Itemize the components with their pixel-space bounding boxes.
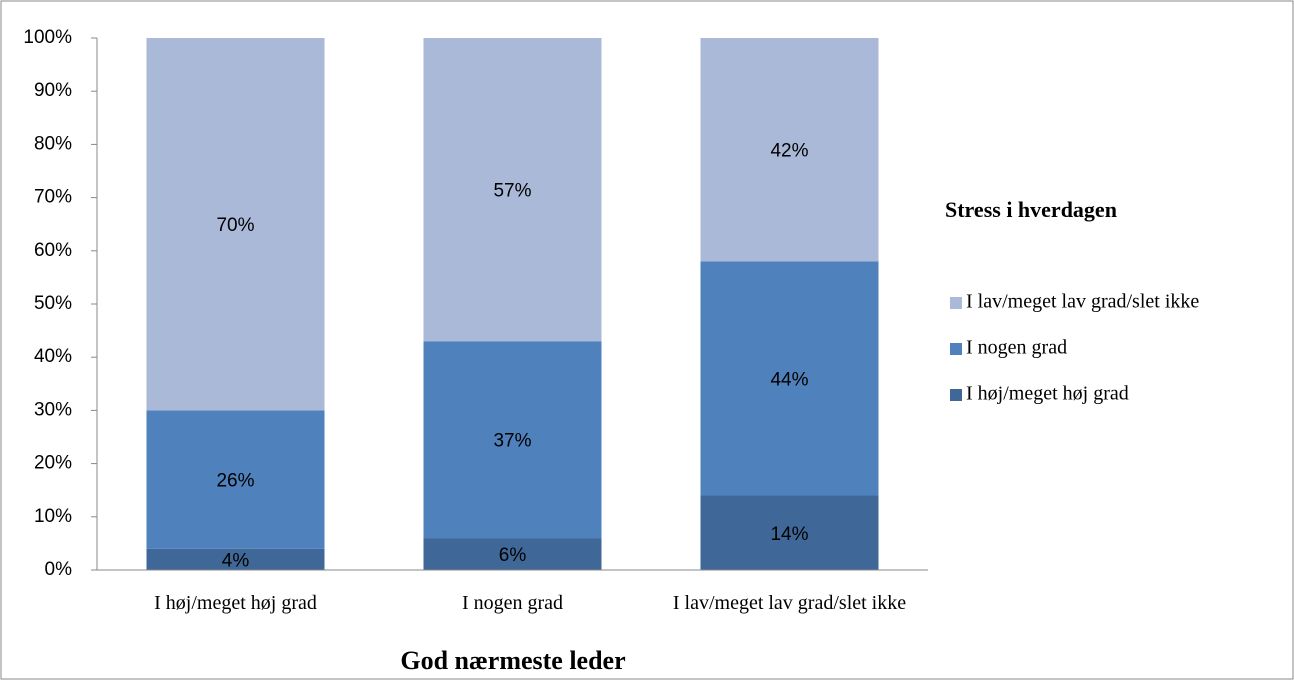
bar-segment xyxy=(423,538,602,570)
legend-title: Stress i hverdagen xyxy=(945,197,1117,222)
legend-label: I lav/meget lav grad/slet ikke xyxy=(966,291,1199,313)
data-label: 37% xyxy=(493,431,531,452)
data-label: 70% xyxy=(216,215,254,236)
data-label: 6% xyxy=(499,545,527,566)
bar-segment xyxy=(423,38,602,342)
bar-segment xyxy=(700,38,879,262)
x-tick-label: I lav/meget lav grad/slet ikke xyxy=(672,592,907,614)
y-tick-label: 70% xyxy=(34,187,72,208)
y-tick-label: 40% xyxy=(34,346,72,367)
bar-segment xyxy=(146,548,325,570)
y-tick-label: 20% xyxy=(34,453,72,474)
x-tick-label: I nogen grad xyxy=(461,592,564,614)
data-label: 4% xyxy=(222,550,250,571)
legend-swatch xyxy=(950,297,962,309)
bar-segment xyxy=(146,410,325,549)
y-tick-label: 30% xyxy=(34,399,72,420)
y-tick-label: 50% xyxy=(34,293,72,314)
legend-swatch xyxy=(950,343,962,355)
y-tick-label: 90% xyxy=(34,80,72,101)
data-label: 44% xyxy=(770,369,808,390)
y-tick-label: 0% xyxy=(45,559,73,580)
x-axis-title: God nærmeste leder xyxy=(400,646,625,675)
bar-segment xyxy=(700,261,879,496)
data-label: 26% xyxy=(216,471,254,492)
legend-swatch xyxy=(950,389,962,401)
y-tick-label: 10% xyxy=(34,506,72,527)
y-tick-label: 60% xyxy=(34,240,72,261)
data-label: 42% xyxy=(770,141,808,162)
bar-segment xyxy=(423,341,602,539)
bar-segment xyxy=(700,495,879,570)
legend-label: I høj/meget høj grad xyxy=(966,383,1129,405)
data-label: 14% xyxy=(770,524,808,545)
y-tick-label: 100% xyxy=(23,27,72,48)
x-tick-label: I høj/meget høj grad xyxy=(154,592,317,614)
bar-segment xyxy=(146,38,325,411)
legend-label: I nogen grad xyxy=(966,337,1067,359)
data-label: 57% xyxy=(493,181,531,202)
y-tick-label: 80% xyxy=(34,133,72,154)
